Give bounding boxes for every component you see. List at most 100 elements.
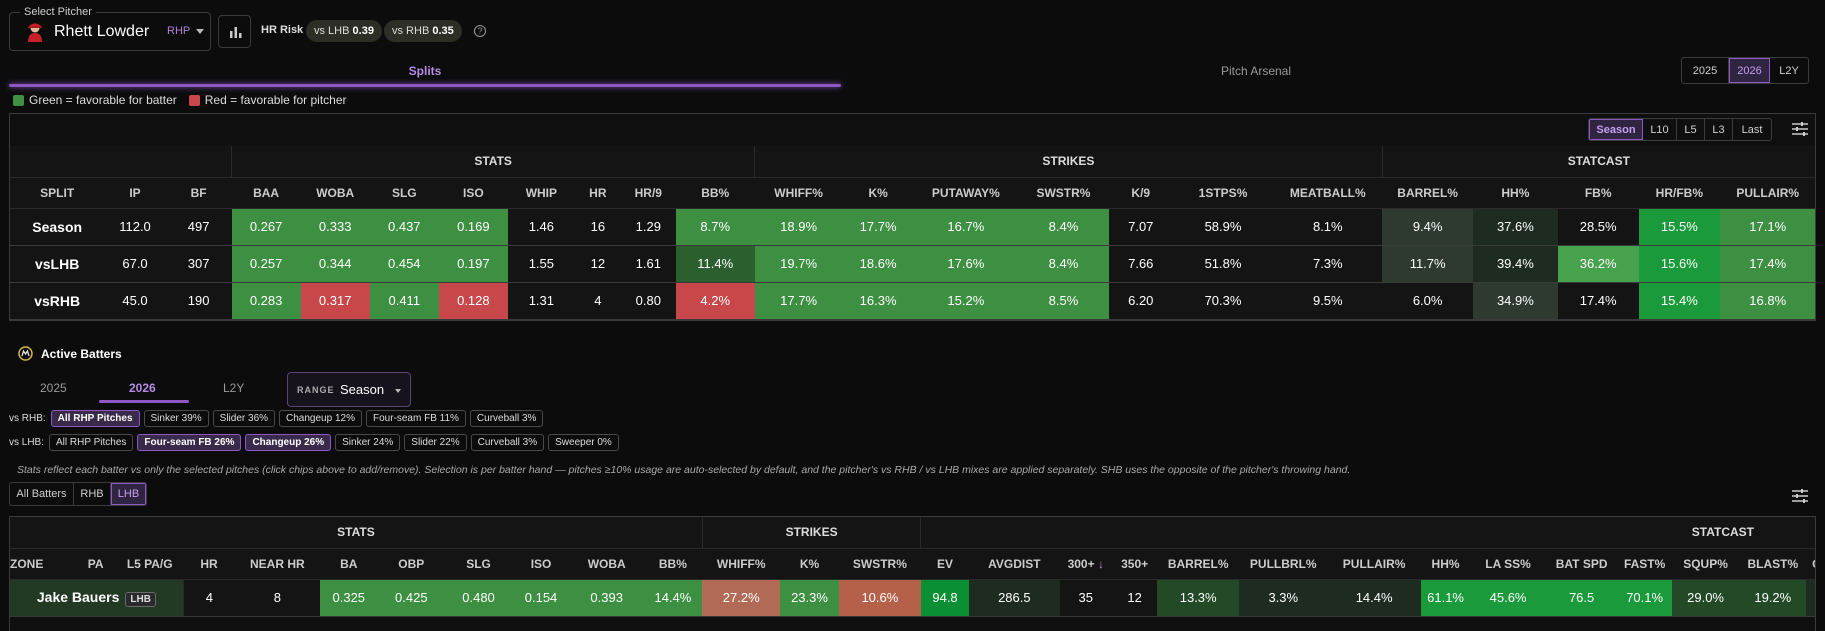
col-header-k-pct[interactable]: K% — [842, 177, 914, 209]
chip-lhb-sweeper[interactable]: Sweeper 0% — [548, 434, 619, 451]
batter-cell-con: 92. — [1806, 579, 1815, 617]
batter-name[interactable]: Jake Bauers — [36, 588, 120, 605]
filter-lhb[interactable]: LHB — [111, 483, 146, 505]
batter-col-header-ev[interactable]: EV — [920, 548, 970, 580]
batter-col-header-hr[interactable]: HR — [183, 548, 235, 580]
chip-lhb-sinker[interactable]: Sinker 24% — [335, 434, 401, 451]
chip-rhb-curveball[interactable]: Curveball 3% — [469, 410, 544, 427]
chip-lhb-fourseam[interactable]: Four-seam FB 26% — [137, 434, 242, 451]
range-button-l3[interactable]: L3 — [1705, 119, 1733, 140]
filter-rhb[interactable]: RHB — [74, 483, 111, 505]
col-header-iso[interactable]: ISO — [438, 177, 508, 209]
col-header-slg[interactable]: SLG — [369, 177, 439, 209]
chip-rhb-slider[interactable]: Slider 36% — [212, 410, 276, 427]
col-header-whiff-pct[interactable]: WHIFF% — [754, 177, 843, 209]
pitcher-select[interactable]: Select Pitcher Rhett Lowder RHP — [9, 6, 211, 51]
year-button-2025[interactable]: 2025 — [1682, 58, 1729, 83]
batter-col-header-pullbrl-pct[interactable]: PULLBRL% — [1239, 548, 1328, 580]
chip-rhb-all[interactable]: All RHP Pitches — [50, 410, 140, 427]
col-header-ip[interactable]: IP — [104, 177, 166, 209]
batter-col-header-fast-pct[interactable]: FAST% — [1617, 548, 1672, 580]
year-button-2026[interactable]: 2026 — [1729, 58, 1770, 83]
batter-col-header-swstr-pct[interactable]: SWSTR% — [838, 548, 921, 580]
tab-splits[interactable]: Splits — [408, 64, 442, 78]
batter-col-header-barrel-pct[interactable]: BARREL% — [1157, 548, 1240, 580]
batter-col-header-bat-spd[interactable]: BAT SPD — [1545, 548, 1618, 580]
range-button-season[interactable]: Season — [1589, 119, 1643, 140]
cell-whiff-pct: 18.9% — [754, 208, 843, 246]
col-header-pullair-pct[interactable]: PULLAIR% — [1719, 177, 1815, 209]
filter-all-batters[interactable]: All Batters — [10, 483, 74, 505]
batter-col-header-l5-pa-g[interactable]: L5 PA/G — [116, 548, 184, 580]
batters-tab-l2y[interactable]: L2Y — [223, 381, 245, 395]
chip-rhb-sinker[interactable]: Sinker 39% — [143, 410, 209, 427]
batter-col-header-obp[interactable]: OBP — [377, 548, 445, 580]
col-header-split[interactable]: SPLIT — [10, 177, 105, 209]
batter-row[interactable]: Jake Bauers LHB 4 8 0.325 0.425 0.480 0.154 0.39… — [10, 579, 1815, 617]
col-header-baa[interactable]: BAA — [231, 177, 301, 209]
col-header-hr[interactable]: HR — [574, 177, 621, 209]
col-header-whip[interactable]: WHIP — [507, 177, 575, 209]
batter-col-header-zone[interactable]: ZONE — [10, 548, 76, 580]
col-header-bf[interactable]: BF — [165, 177, 232, 209]
batter-col-header-avgdist[interactable]: AVGDIST — [969, 548, 1060, 580]
col-header-hr-9[interactable]: HR/9 — [620, 177, 676, 209]
batters-tab-2026[interactable]: 2026 — [129, 381, 156, 395]
settings-sliders-icon[interactable] — [1791, 488, 1809, 504]
range-select[interactable]: RANGE Season — [287, 372, 411, 407]
col-header-k-9[interactable]: K/9 — [1108, 177, 1173, 209]
chart-button[interactable] — [218, 15, 251, 48]
batter-cell-whiff-pct: 27.2% — [702, 579, 781, 617]
splits-table: STATS STRIKES STATCAST SPLIT IP BF BAA WOBA S… — [10, 146, 1815, 320]
batter-col-header-near-hr[interactable]: NEAR HR — [234, 548, 320, 580]
col-header-woba[interactable]: WOBA — [300, 177, 370, 209]
chip-rhb-fourseam[interactable]: Four-seam FB 11% — [365, 410, 466, 427]
chip-rhb-changeup[interactable]: Changeup 12% — [279, 410, 362, 427]
range-button-last[interactable]: Last — [1741, 123, 1763, 136]
help-icon[interactable]: ? — [474, 25, 486, 37]
col-header-meatball-pct[interactable]: MEATBALL% — [1273, 177, 1383, 209]
chip-lhb-curveball[interactable]: Curveball 3% — [470, 434, 545, 451]
cell-hh-pct: 34.9% — [1473, 282, 1558, 320]
cell-hr-9: 1.61 — [620, 245, 676, 283]
col-header-bb-pct[interactable]: BB% — [675, 177, 755, 209]
range-button-l10[interactable]: L10 — [1643, 119, 1677, 140]
batter-col-header-350-plus[interactable]: 350+ — [1112, 548, 1158, 580]
settings-sliders-icon[interactable] — [1791, 121, 1809, 137]
batter-col-header-blast-pct[interactable]: BLAST% — [1739, 548, 1807, 580]
col-header-hh-pct[interactable]: HH% — [1473, 177, 1558, 209]
batter-col-header-bb-pct[interactable]: BB% — [643, 548, 703, 580]
batter-col-header-pa[interactable]: PA — [75, 548, 117, 580]
tab-pitch-arsenal[interactable]: Pitch Arsenal — [1220, 64, 1292, 78]
col-header-fb-pct[interactable]: FB% — [1557, 177, 1639, 209]
batter-col-header-iso[interactable]: ISO — [512, 548, 570, 580]
batter-col-header-ba[interactable]: BA — [319, 548, 378, 580]
col-header-barrel-pct[interactable]: BARREL% — [1382, 177, 1474, 209]
chip-lhb-slider[interactable]: Slider 22% — [404, 434, 467, 451]
batter-col-header-con[interactable]: CON — [1806, 548, 1815, 580]
cell-bf: 307 — [165, 245, 232, 283]
hr-risk-vs-lhb-value: 0.39 — [352, 25, 374, 37]
batter-col-header-300-plus[interactable]: 300+ ↓ — [1059, 548, 1113, 580]
batter-col-header-slg[interactable]: SLG — [444, 548, 513, 580]
col-header-hr-fb-pct[interactable]: HR/FB% — [1638, 177, 1720, 209]
batter-col-header-hh-pct[interactable]: HH% — [1420, 548, 1471, 580]
col-header-1stps-pct[interactable]: 1STPS% — [1172, 177, 1274, 209]
batter-col-header-woba[interactable]: WOBA — [569, 548, 644, 580]
batter-col-header-la-ss-pct[interactable]: LA SS% — [1470, 548, 1546, 580]
year-button-l2y[interactable]: L2Y — [1779, 64, 1799, 77]
vs-lhb-label: vs LHB: — [9, 437, 45, 448]
cell-fb-pct: 17.4% — [1557, 282, 1639, 320]
chip-lhb-all[interactable]: All RHP Pitches — [49, 434, 134, 451]
chip-lhb-changeup[interactable]: Changeup 26% — [245, 434, 332, 451]
col-header-putaway-pct[interactable]: PUTAWAY% — [913, 177, 1018, 209]
cell-baa: 0.267 — [231, 208, 301, 246]
batter-col-header-k-pct[interactable]: K% — [780, 548, 839, 580]
col-header-swstr-pct[interactable]: SWSTR% — [1017, 177, 1109, 209]
batter-col-header-squp-pct[interactable]: SQUP% — [1671, 548, 1740, 580]
range-button-l5[interactable]: L5 — [1677, 119, 1705, 140]
batter-col-header-pullair-pct[interactable]: PULLAIR% — [1327, 548, 1421, 580]
batter-col-header-whiff-pct[interactable]: WHIFF% — [702, 548, 781, 580]
batters-tab-2025[interactable]: 2025 — [40, 381, 67, 395]
hr-risk-vs-rhb-label: vs RHB — [392, 25, 430, 37]
